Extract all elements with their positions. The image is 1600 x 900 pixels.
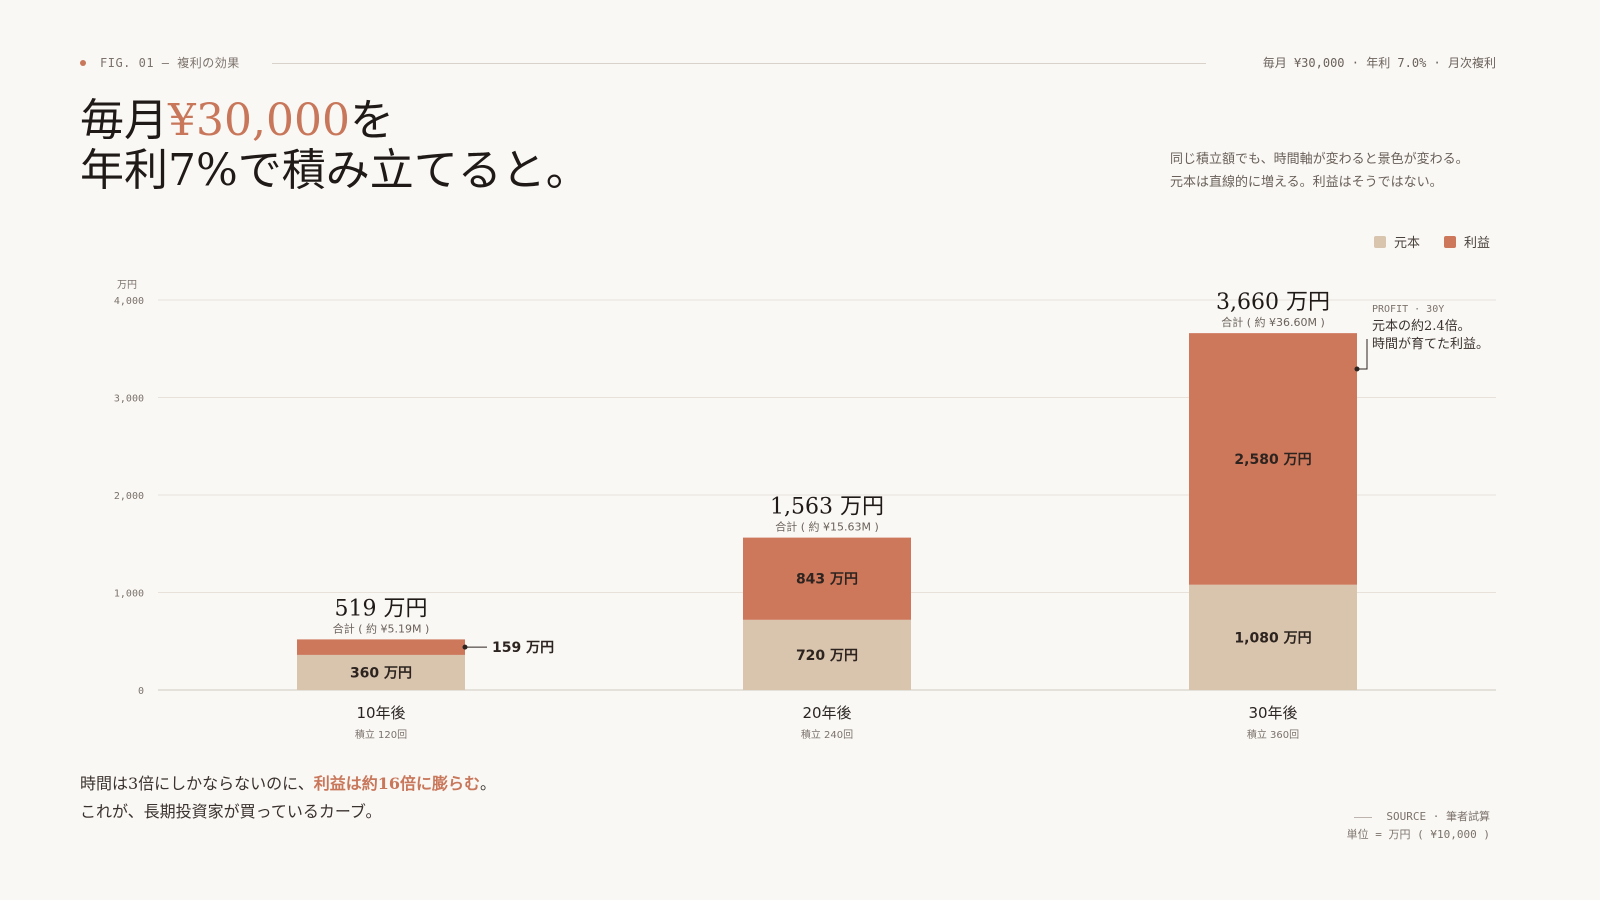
- annotation-line1: 元本の約2.4倍。: [1372, 319, 1471, 334]
- bar-principal: [1189, 584, 1357, 690]
- bar-profit: [743, 537, 911, 620]
- x-tick-label: 30年後: [1248, 704, 1297, 722]
- x-tick-sub-label: 積立 240回: [801, 728, 853, 741]
- bar-profit-label: 843 万円: [796, 572, 858, 588]
- x-tick-sub-label: 積立 120回: [355, 728, 407, 741]
- y-tick-label: 0: [138, 686, 144, 697]
- y-tick-label: 1,000: [114, 589, 144, 600]
- annotation-text: 元本の約2.4倍。 時間が育てた利益。: [1372, 318, 1522, 354]
- y-tick-label: 3,000: [114, 394, 144, 405]
- footer-line1-pre: 時間は3倍にしかならないのに、: [80, 774, 314, 793]
- figure-params: 毎月 ¥30,000 · 年利 7.0% · 月次複利: [1262, 56, 1496, 70]
- figure-header: FIG. 01 — 複利の効果 毎月 ¥30,000 · 年利 7.0% · 月…: [80, 54, 1496, 70]
- title-line1-pre: 毎月: [80, 95, 168, 146]
- figure-dot-icon: [80, 60, 86, 66]
- bar-total-sub-label: 合計 ( 約 ¥5.19M ): [333, 621, 430, 635]
- source-line2: 単位 = 万円 ( ¥10,000 ): [1346, 828, 1490, 841]
- x-tick-label: 10年後: [356, 704, 405, 722]
- annotation-line2: 時間が育てた利益。: [1372, 337, 1490, 352]
- source-line1-row: SOURCE · 筆者試算: [1347, 808, 1490, 826]
- bar-profit: [1189, 333, 1357, 585]
- bar-principal-label: 720 万円: [796, 648, 858, 664]
- bar-total-label: 1,563 万円: [770, 495, 884, 520]
- footer-caption: 時間は3倍にしかならないのに、利益は約16倍に膨らむ。 これが、長期投資家が買っ…: [80, 770, 496, 826]
- legend-swatch-principal: [1373, 235, 1386, 248]
- source-line1: SOURCE · 筆者試算: [1386, 810, 1490, 823]
- bar-total-label: 519 万円: [335, 596, 428, 621]
- source-rule: [1354, 816, 1373, 818]
- annotation-bracket: [1357, 339, 1368, 370]
- y-axis-unit-label: 万円: [117, 280, 137, 291]
- footer-line2: これが、長期投資家が買っているカーブ。: [80, 802, 382, 821]
- lede-line2: 元本は直線的に増える。利益はそうではない。: [1170, 175, 1443, 190]
- bar-principal-label: 1,080 万円: [1234, 630, 1311, 646]
- title-line1-post: を: [349, 95, 394, 146]
- footer-line1-accent: 利益は約16倍に膨らむ: [313, 774, 480, 793]
- bar-principal: [297, 654, 465, 690]
- bar-principal-label: 360 万円: [350, 665, 412, 681]
- y-tick-label: 2,000: [114, 491, 144, 502]
- bar-principal: [743, 619, 911, 690]
- title-line2: 年利7%で積み立てると。: [80, 145, 590, 196]
- header-divider: [272, 63, 1206, 64]
- legend-item-profit: 利益: [1443, 232, 1490, 251]
- bar-profit-label: 159 万円: [492, 640, 554, 656]
- title-line1-accent: ¥30,000: [168, 95, 350, 146]
- chart-legend: 元本 利益: [1373, 232, 1490, 251]
- page-title: 毎月¥30,000を 年利7%で積み立てると。: [80, 96, 590, 196]
- lede-line1: 同じ積立額でも、時間軸が変わると景色が変わる。: [1170, 152, 1469, 167]
- source-note: SOURCE · 筆者試算 単位 = 万円 ( ¥10,000 ): [1347, 808, 1490, 844]
- figure-label: FIG. 01 — 複利の効果: [100, 56, 240, 70]
- x-tick-sub-label: 積立 360回: [1247, 728, 1299, 741]
- bar-total-sub-label: 合計 ( 約 ¥15.63M ): [775, 520, 879, 534]
- lede: 同じ積立額でも、時間軸が変わると景色が変わる。 元本は直線的に増える。利益はそう…: [1170, 148, 1490, 194]
- legend-item-principal: 元本: [1373, 232, 1420, 251]
- footer-line1: 時間は3倍にしかならないのに、利益は約16倍に膨らむ。: [80, 770, 496, 798]
- bar-profit-label: 2,580 万円: [1234, 452, 1311, 468]
- legend-label-principal: 元本: [1393, 236, 1420, 251]
- footer-line1-post: 。: [479, 774, 496, 793]
- bar-total-sub-label: 合計 ( 約 ¥36.60M ): [1221, 315, 1325, 329]
- legend-swatch-profit: [1443, 235, 1456, 248]
- bar-total-label: 3,660 万円: [1216, 290, 1330, 315]
- legend-label-profit: 利益: [1463, 236, 1490, 251]
- x-tick-label: 20年後: [802, 704, 851, 722]
- annotation-label: PROFIT · 30Y: [1372, 304, 1445, 315]
- y-tick-label: 4,000: [114, 296, 144, 307]
- bar-profit: [297, 639, 465, 655]
